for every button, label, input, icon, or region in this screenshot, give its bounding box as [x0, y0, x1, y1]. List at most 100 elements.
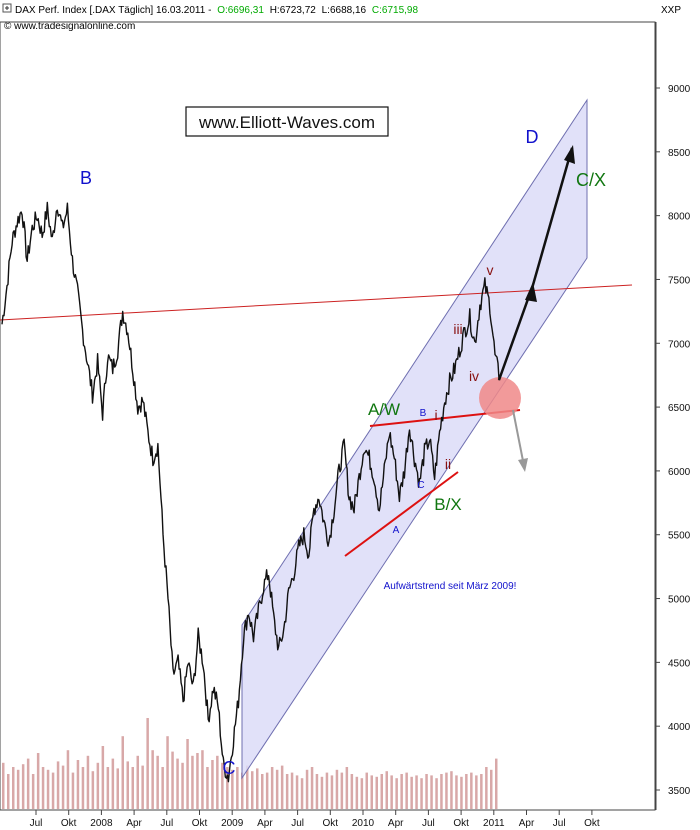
- open-value: O:6696,31: [217, 5, 264, 16]
- volume-bar: [380, 774, 383, 809]
- volume-bar: [475, 775, 478, 809]
- projection-arrow-black: [497, 145, 575, 381]
- volume-bar: [270, 767, 274, 809]
- volume-bar: [161, 767, 164, 809]
- wave-label-c: C: [223, 758, 236, 778]
- volume-bar: [126, 761, 129, 809]
- svg-text:DAX Perf. Index [.DAX Täglich: DAX Perf. Index [.DAX Täglich] 16.03.201…: [15, 5, 418, 16]
- volume-bar: [440, 774, 443, 809]
- volume-bar: [455, 775, 458, 809]
- volume-bar: [251, 771, 254, 809]
- volume-bar: [470, 772, 473, 809]
- volume-bar: [265, 772, 269, 809]
- x-tick-label: Okt: [323, 818, 339, 829]
- volume-bar: [16, 769, 20, 809]
- volume-bar: [241, 772, 244, 809]
- wave-labels: B C D C/X A/W B/X A B C i ii iii iv v: [80, 127, 606, 778]
- volume-bar: [91, 771, 95, 809]
- volume-bar: [171, 751, 174, 809]
- volume-bar: [101, 746, 105, 809]
- wave-label-iv: iv: [469, 368, 479, 384]
- y-tick-label: 8500: [668, 148, 691, 159]
- volume-bar: [2, 762, 5, 809]
- volume-bar: [325, 772, 329, 809]
- volume-bar: [410, 776, 413, 809]
- x-axis: Jul Okt 2008 Apr Jul Okt 2009 Apr Jul Okt 2010 Apr J…: [30, 810, 600, 829]
- volume-bar: [146, 718, 149, 809]
- expand-toggle-icon[interactable]: [2, 3, 12, 13]
- volume-bar: [151, 750, 154, 809]
- volume-bar: [256, 768, 259, 809]
- volume-bar: [400, 774, 403, 809]
- volume-bar: [181, 762, 184, 809]
- wave-label-bx: B/X: [434, 495, 461, 514]
- x-tick-label: Jul: [30, 818, 43, 829]
- volume-bar: [415, 775, 418, 809]
- volume-bar: [61, 765, 65, 809]
- volume-bar: [196, 753, 199, 809]
- x-tick-label: Okt: [453, 818, 469, 829]
- volume-bar: [111, 758, 115, 809]
- volume-bar: [305, 769, 309, 809]
- volume-bar: [330, 775, 334, 809]
- volume-bar: [131, 767, 134, 809]
- website-label: www.Elliott-Waves.com: [198, 113, 375, 132]
- volume-bar: [295, 775, 299, 809]
- volume-bar: [335, 769, 339, 809]
- volume-bars: [2, 718, 498, 809]
- wave-label-aw: A/W: [368, 400, 400, 419]
- volume-bar: [96, 762, 100, 809]
- volume-bar: [56, 761, 60, 809]
- volume-bar: [480, 774, 483, 809]
- volume-bar: [226, 767, 229, 809]
- ticker-label: XXP: [661, 5, 681, 16]
- volume-bar: [360, 778, 364, 809]
- target-circle: [479, 377, 521, 419]
- y-tick-label: 4000: [668, 722, 691, 733]
- volume-bar: [21, 764, 25, 809]
- volume-bar: [445, 772, 448, 809]
- volume-bar: [285, 774, 289, 809]
- y-tick-label: 7000: [668, 339, 691, 350]
- volume-bar: [206, 767, 209, 809]
- x-tick-label: Apr: [519, 818, 535, 829]
- volume-bar: [435, 778, 438, 809]
- x-tick-label: 2008: [90, 818, 113, 829]
- volume-bar: [495, 758, 498, 809]
- volume-bar: [236, 767, 239, 809]
- wave-label-i: i: [434, 407, 437, 423]
- wave-label-b: B: [80, 168, 92, 188]
- price-series: [1, 201, 501, 783]
- volume-bar: [231, 769, 234, 809]
- volume-bar: [106, 767, 110, 809]
- wave-label-v: v: [487, 262, 494, 278]
- volume-bar: [340, 772, 344, 809]
- y-tick-label: 4500: [668, 658, 691, 669]
- symbol-text: DAX Perf. Index [.DAX Täglich] 16.03.201…: [15, 5, 211, 16]
- volume-bar: [275, 769, 279, 809]
- volume-bar: [490, 769, 493, 809]
- volume-bar: [430, 775, 433, 809]
- volume-bar: [345, 767, 349, 809]
- y-tick-label: 3500: [668, 786, 691, 797]
- wave-label-small-c: C: [417, 480, 424, 491]
- volume-bar: [26, 758, 30, 809]
- volume-bar: [365, 772, 368, 809]
- volume-bar: [375, 776, 378, 809]
- wave-label-ii: ii: [445, 456, 451, 472]
- volume-bar: [310, 767, 314, 809]
- volume-bar: [166, 736, 169, 809]
- x-tick-label: Apr: [257, 818, 273, 829]
- volume-bar: [390, 775, 393, 809]
- volume-bar: [51, 772, 55, 809]
- x-tick-label: Jul: [291, 818, 304, 829]
- wave-label-cx: C/X: [576, 170, 606, 190]
- volume-bar: [186, 739, 189, 809]
- resistance-line: [0, 284, 633, 321]
- volume-bar: [141, 765, 144, 809]
- volume-bar: [261, 774, 264, 809]
- wave-label-d: D: [526, 127, 539, 147]
- y-tick-label: 9000: [668, 84, 691, 95]
- high-value: H:6723,72: [270, 5, 317, 16]
- y-tick-label: 5500: [668, 531, 691, 542]
